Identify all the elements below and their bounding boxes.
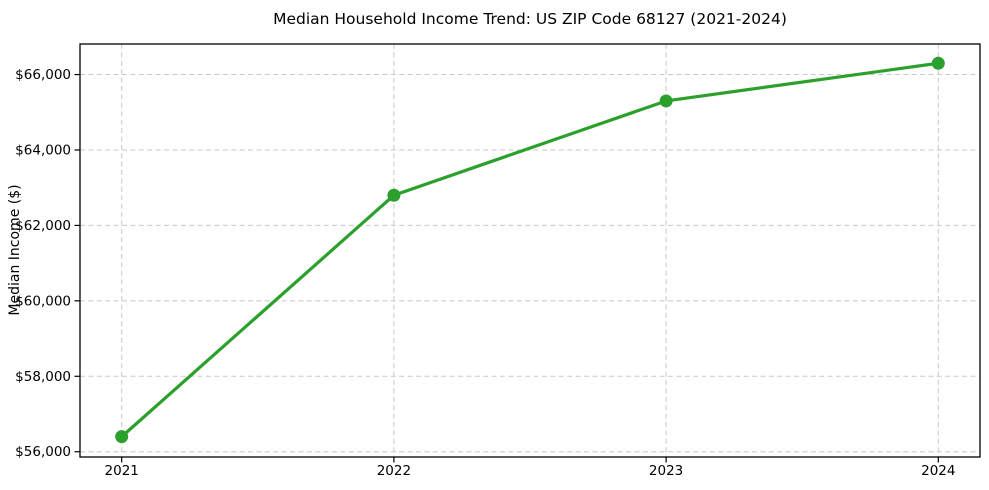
data-point-marker [931, 56, 945, 70]
y-tick-label: $64,000 [15, 142, 71, 158]
x-tick-label: 2023 [649, 463, 683, 479]
series-layer [115, 56, 945, 444]
x-tick-label: 2021 [105, 463, 139, 479]
x-tick-label: 2024 [921, 463, 955, 479]
spine-layer [79, 43, 981, 458]
chart-title: Median Household Income Trend: US ZIP Co… [273, 10, 787, 28]
data-point-marker [115, 430, 129, 444]
grid-layer [80, 44, 980, 457]
tick-layer [74, 73, 939, 463]
y-axis-label: Median Income ($) [7, 184, 23, 315]
data-point-marker [659, 94, 673, 108]
y-tick-label: $56,000 [15, 444, 71, 460]
x-tick-label: 2022 [377, 463, 411, 479]
y-tick-label: $58,000 [15, 369, 71, 385]
label-layer: $56,000 $58,000 $60,000 $62,000 $64,000 $66,0… [15, 67, 955, 479]
y-tick-label: $66,000 [15, 67, 71, 83]
plot-area-border [79, 43, 981, 458]
y-tick-label: $62,000 [15, 218, 71, 234]
y-tick-label: $60,000 [15, 293, 71, 309]
data-point-marker [387, 188, 401, 202]
income-trend-line [120, 61, 940, 439]
